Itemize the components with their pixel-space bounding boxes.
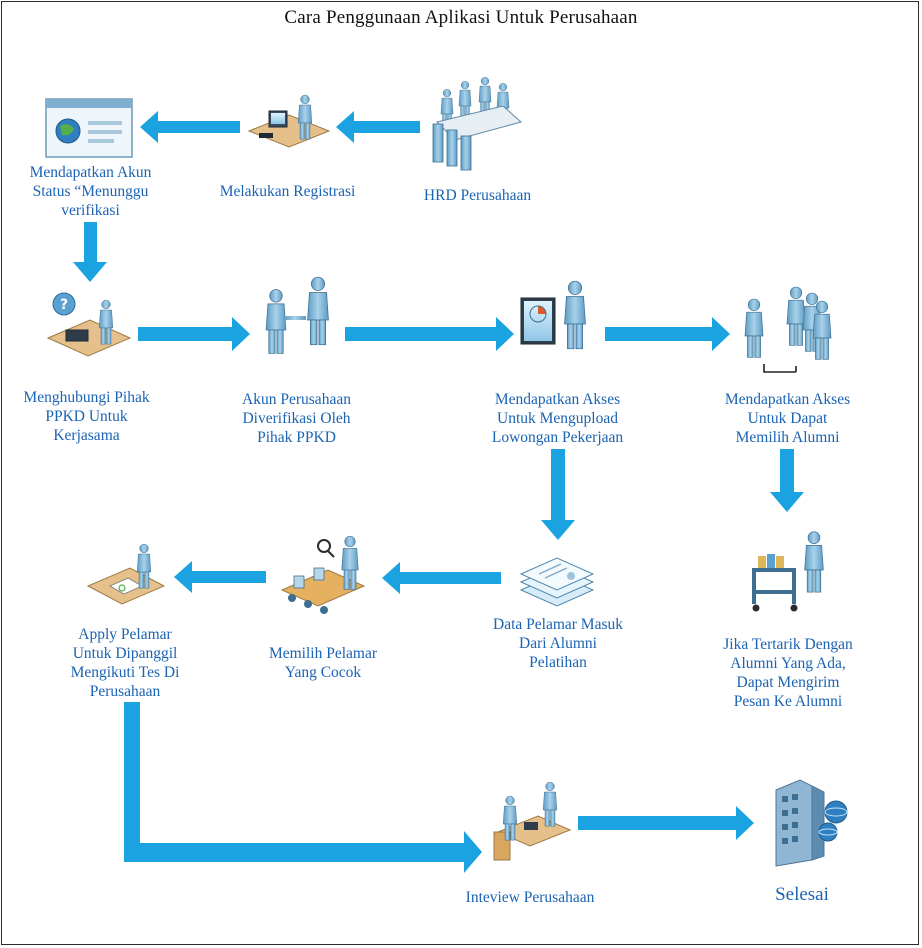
step-apply-label: Apply Pelamar Untuk Dipanggil Mengikuti … [70, 626, 180, 700]
arrow-upload-to-alumni [605, 317, 730, 351]
signing-desk-icon [86, 543, 166, 605]
arrow-hubungi-to-verifikasi [138, 317, 250, 351]
document-stack-icon [519, 557, 595, 607]
interview-desk-icon [493, 781, 572, 861]
step-data-pelamar-label: Data Pelamar Masuk Dari Alumni Pelatihan [493, 616, 623, 671]
step-memilih-label: Memilih Pelamar Yang Cocok [268, 645, 378, 681]
arrow-akun-to-hubungi [73, 222, 107, 282]
handshake-icon [265, 276, 329, 354]
svg-text:?: ? [60, 297, 68, 313]
computer-desk-icon [247, 94, 331, 148]
step-upload-label: Mendapatkan Akses Untuk Mengupload Lowon… [491, 391, 624, 446]
step-hrd-label: HRD Perusahaan [423, 187, 532, 204]
step-alumni-label: Mendapatkan Akses Untuk Dapat Memilih Al… [724, 391, 851, 446]
arrow-alumni-to-pesan [770, 449, 804, 512]
step-selesai-label: Selesai [775, 884, 829, 905]
arrow-data-pelamar-to-memilih [382, 562, 501, 594]
people-group-icon [744, 286, 832, 373]
step-pesan-label: Jika Tertarik Dengan Alumni Yang Ada, Da… [723, 636, 853, 710]
arrow-apply-to-interview [124, 702, 482, 873]
conveyor-magnifier-icon [280, 535, 366, 614]
step-hubungi-label: Menghubungi Pihak PPKD Untuk Kerjasama [23, 389, 150, 444]
arrow-upload-to-data-pelamar [541, 449, 575, 540]
arrow-memilih-to-apply [174, 561, 266, 593]
question-phone-desk-icon: ? [46, 292, 132, 357]
arrow-registrasi-to-akun [140, 111, 240, 143]
arrow-verifikasi-to-upload [345, 317, 514, 351]
step-registrasi-label: Melakukan Registrasi [219, 183, 356, 200]
arrow-hrd-to-registrasi [336, 111, 420, 143]
step-verifikasi-label: Akun Perusahaan Diverifikasi Oleh Pihak … [242, 391, 351, 446]
presentation-board-icon [520, 280, 586, 350]
step-akun-label: Mendapatkan Akun Status “Menunggu verifi… [29, 164, 152, 219]
arrow-interview-to-selesai [578, 806, 754, 840]
building-globe-icon [775, 779, 848, 867]
diagram-title: Cara Penggunaan Aplikasi Untuk Perusahaa… [284, 7, 638, 28]
browser-window-icon [45, 98, 133, 158]
file-cart-icon [752, 531, 824, 612]
step-interview-label: Inteview Perusahaan [465, 889, 595, 906]
meeting-table-icon [432, 77, 523, 171]
